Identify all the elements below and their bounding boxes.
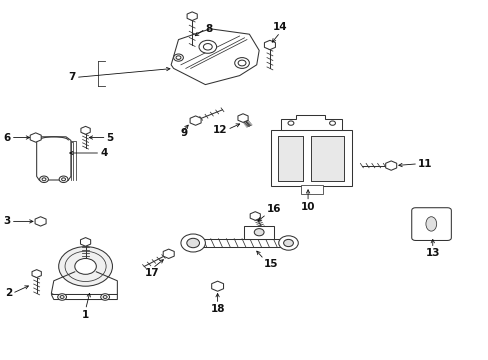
Text: 2: 2	[5, 288, 12, 298]
Circle shape	[101, 294, 109, 300]
Circle shape	[278, 236, 298, 250]
Polygon shape	[385, 161, 396, 170]
Text: 14: 14	[272, 22, 287, 32]
Text: 13: 13	[425, 248, 439, 258]
Circle shape	[59, 247, 112, 286]
Text: 18: 18	[210, 304, 224, 314]
Bar	[277, 136, 303, 181]
Polygon shape	[250, 212, 260, 220]
Circle shape	[254, 229, 264, 236]
Text: 7: 7	[68, 72, 76, 82]
Polygon shape	[171, 29, 259, 85]
Polygon shape	[81, 238, 90, 246]
Text: 12: 12	[212, 125, 227, 135]
Polygon shape	[238, 114, 247, 122]
FancyBboxPatch shape	[411, 208, 450, 240]
Circle shape	[75, 258, 96, 274]
Polygon shape	[37, 137, 71, 180]
Polygon shape	[187, 12, 197, 21]
Polygon shape	[190, 116, 201, 125]
Polygon shape	[271, 122, 351, 186]
Text: 4: 4	[100, 148, 107, 158]
Text: 10: 10	[300, 202, 315, 212]
Circle shape	[329, 121, 335, 125]
Text: 1: 1	[82, 310, 89, 320]
Text: 6: 6	[3, 132, 11, 143]
Circle shape	[287, 121, 293, 125]
Circle shape	[181, 234, 205, 252]
Polygon shape	[32, 270, 41, 278]
Bar	[300, 185, 322, 194]
Polygon shape	[193, 239, 288, 247]
Text: 3: 3	[3, 216, 11, 226]
Circle shape	[173, 54, 183, 61]
Circle shape	[234, 58, 249, 68]
Polygon shape	[35, 217, 46, 226]
Polygon shape	[51, 294, 117, 300]
Circle shape	[186, 238, 199, 248]
Text: 15: 15	[264, 259, 278, 269]
Polygon shape	[264, 40, 275, 50]
Polygon shape	[244, 226, 273, 239]
Text: 5: 5	[106, 132, 114, 143]
Circle shape	[59, 176, 68, 183]
Ellipse shape	[425, 217, 436, 231]
Polygon shape	[211, 281, 223, 291]
Bar	[310, 136, 343, 181]
Polygon shape	[163, 249, 174, 258]
Circle shape	[199, 40, 216, 53]
Polygon shape	[30, 133, 41, 142]
Bar	[310, 136, 343, 181]
Text: 11: 11	[417, 159, 432, 169]
Circle shape	[283, 239, 293, 247]
Polygon shape	[81, 126, 90, 134]
Text: 17: 17	[145, 268, 160, 278]
Bar	[277, 136, 303, 181]
Circle shape	[40, 176, 48, 183]
Polygon shape	[281, 115, 342, 130]
Circle shape	[58, 294, 66, 300]
Text: 9: 9	[181, 128, 188, 138]
Text: 16: 16	[266, 204, 281, 214]
Text: 8: 8	[205, 24, 212, 34]
